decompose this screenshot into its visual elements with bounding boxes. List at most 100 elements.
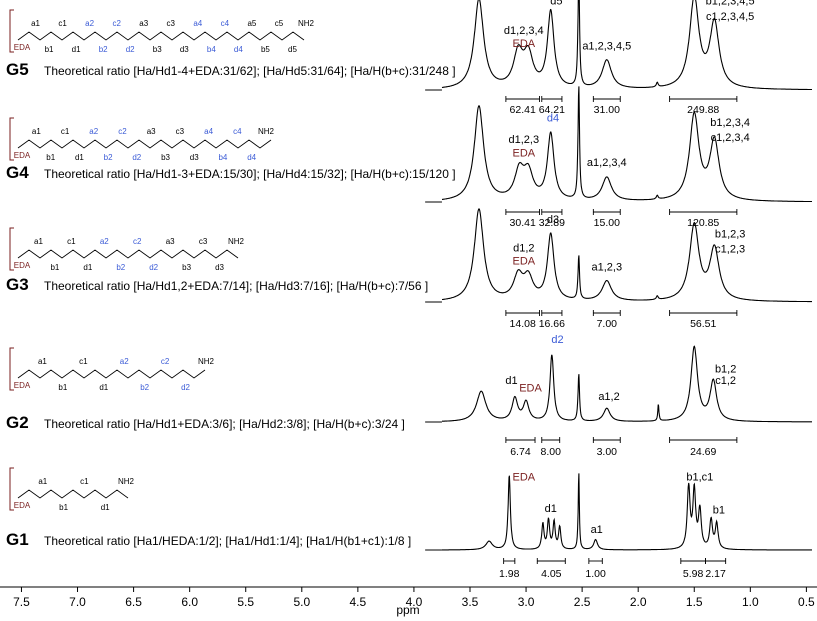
integral-value: 8.00 <box>541 446 562 458</box>
structure-label: d3 <box>190 153 199 162</box>
integral-value: 16.66 <box>539 318 565 330</box>
x-tick-label: 2.5 <box>574 595 591 609</box>
structure-label: c3 <box>176 127 185 136</box>
structure-label: c1 <box>67 237 76 246</box>
bracket <box>9 347 14 391</box>
bracket <box>9 117 14 161</box>
theoretical-ratio: Theoretical ratio [Ha1/HEDA:1/2]; [Ha1/H… <box>44 534 411 548</box>
structure-label: a1 <box>34 237 43 246</box>
integral-value: 31.00 <box>594 104 620 116</box>
peak-label: d1,2,3 <box>509 134 540 146</box>
structure-label: b1 <box>59 503 68 512</box>
spectrum-trace <box>442 208 812 303</box>
peak-label: EDA <box>513 471 536 483</box>
integral-value: 32.89 <box>539 217 565 229</box>
bracket <box>9 9 14 53</box>
chain-bonds <box>17 369 206 379</box>
structure-label: a2 <box>120 357 129 366</box>
structure-label: NH2 <box>198 357 215 366</box>
integral-value: 64.21 <box>539 104 565 116</box>
x-tick-label: 3.5 <box>462 595 479 609</box>
structure-label: b3 <box>182 263 191 272</box>
structure-label: c2 <box>161 357 170 366</box>
structure-label: b2 <box>104 153 113 162</box>
structure-label: a1 <box>31 19 40 28</box>
structure-label: c3 <box>199 237 208 246</box>
spectrum-g5: G5 Theoretical ratio [Ha/Hd1-4+EDA:31/62]… <box>6 0 812 116</box>
peak-label: d1,2 <box>513 242 534 254</box>
structure-label: d3 <box>180 45 189 54</box>
structure-label: b1 <box>50 263 59 272</box>
x-tick-label: 4.0 <box>406 595 423 609</box>
peak-label: d1 <box>545 503 557 515</box>
integral-value: 4.05 <box>541 568 562 580</box>
peak-label: EDA <box>519 383 542 395</box>
peak-label: EDA <box>513 38 536 50</box>
structure-label: d4 <box>234 45 243 54</box>
structure-label: a3 <box>166 237 175 246</box>
structure-label: EDA <box>14 381 31 390</box>
structure-g3: EDA a1 b1 c1 d1 a2 b2 c2 d2 a3 b3 c3 d3 NH2 <box>9 227 245 272</box>
structure-label: a1 <box>32 127 41 136</box>
integral-value: 5.98 <box>683 568 704 580</box>
structure-label: b2 <box>99 45 108 54</box>
x-tick-label: 7.0 <box>69 595 86 609</box>
peak-label: a1,2,3 <box>591 262 622 274</box>
bracket <box>9 467 14 511</box>
integral-value: 1.98 <box>499 568 520 580</box>
structure-label: a3 <box>147 127 156 136</box>
structure-label: b3 <box>153 45 162 54</box>
peak-label: d1,2,3,4 <box>504 25 544 37</box>
structure-label: a4 <box>204 127 213 136</box>
peak-label: b1 <box>713 504 725 516</box>
structure-label: c1 <box>61 127 70 136</box>
chain-bonds <box>17 489 129 499</box>
integral-value: 6.74 <box>510 446 531 458</box>
series-label: G1 <box>6 530 29 549</box>
structure-label: EDA <box>14 261 31 270</box>
peak-label: d3 <box>547 214 559 226</box>
spectrum-g3: G3 Theoretical ratio [Ha/Hd1,2+EDA:7/14];… <box>6 208 812 330</box>
x-tick-label: 4.5 <box>350 595 367 609</box>
structure-label: d1 <box>83 263 92 272</box>
peak-label: a1,2,3,4 <box>587 157 627 169</box>
peak-label: c1,2,3,4,5 <box>706 11 754 23</box>
x-tick-label: 0.5 <box>798 595 815 609</box>
x-tick-label: 7.5 <box>13 595 30 609</box>
peak-label: EDA <box>513 147 536 159</box>
x-tick-label: 3.0 <box>518 595 535 609</box>
series-label: G3 <box>6 275 29 294</box>
spectra-layer: G5 Theoretical ratio [Ha/Hd1-4+EDA:31/62]… <box>6 0 812 580</box>
structure-label: a3 <box>139 19 148 28</box>
structure-label: EDA <box>14 501 31 510</box>
spectrum-g1: G1 Theoretical ratio [Ha1/HEDA:1/2]; [Ha1… <box>6 471 812 580</box>
structure-label: d1 <box>75 153 84 162</box>
peak-label: d1 <box>505 375 517 387</box>
peak-label: a1,2 <box>598 391 619 403</box>
structure-g2: EDA a1 b1 c1 d1 a2 b2 c2 d2 NH2 <box>9 347 215 392</box>
structure-label: NH2 <box>228 237 245 246</box>
peak-label: b1,2,3,4 <box>710 117 750 129</box>
theoretical-ratio: Theoretical ratio [Ha/Hd1+EDA:3/6]; [Ha/… <box>44 417 405 431</box>
peak-label: c1,2,3,4 <box>711 132 750 144</box>
x-tick-label: 1.0 <box>742 595 759 609</box>
structure-label: EDA <box>14 151 31 160</box>
structure-label: NH2 <box>258 127 275 136</box>
structure-label: NH2 <box>298 19 315 28</box>
peak-label: a1,2,3,4,5 <box>582 41 631 53</box>
series-label: G4 <box>6 163 29 182</box>
theoretical-ratio: Theoretical ratio [Ha/Hd1-4+EDA:31/62]; … <box>44 64 456 78</box>
structure-g1: EDA a1 b1 c1 d1 NH2 <box>9 467 135 512</box>
integral-value: 15.00 <box>594 217 620 229</box>
structure-label: c3 <box>167 19 176 28</box>
structure-label: b2 <box>116 263 125 272</box>
structure-label: c2 <box>133 237 142 246</box>
structure-label: c5 <box>275 19 284 28</box>
x-tick-label: 5.5 <box>237 595 254 609</box>
spectrum-trace <box>441 0 812 91</box>
peak-label: b1,2,3 <box>715 229 746 241</box>
spectrum-g4: G4 Theoretical ratio [Ha/Hd1-3+EDA:15/30]… <box>6 86 812 229</box>
structure-label: b1 <box>46 153 55 162</box>
structure-label: d5 <box>288 45 297 54</box>
structure-label: d2 <box>181 383 190 392</box>
